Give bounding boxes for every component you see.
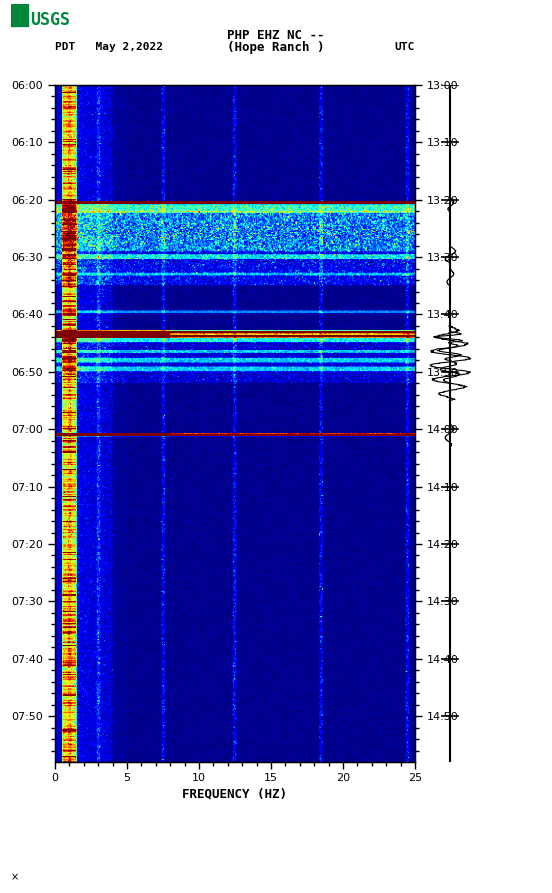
Bar — [11, 4, 28, 27]
Text: USGS: USGS — [30, 11, 70, 29]
Text: ×: × — [11, 872, 19, 882]
Text: PHP EHZ NC --: PHP EHZ NC -- — [227, 29, 325, 42]
X-axis label: FREQUENCY (HZ): FREQUENCY (HZ) — [183, 788, 288, 800]
Text: UTC: UTC — [395, 42, 415, 53]
Text: PDT   May 2,2022: PDT May 2,2022 — [55, 42, 163, 53]
Text: (Hope Ranch ): (Hope Ranch ) — [227, 41, 325, 54]
